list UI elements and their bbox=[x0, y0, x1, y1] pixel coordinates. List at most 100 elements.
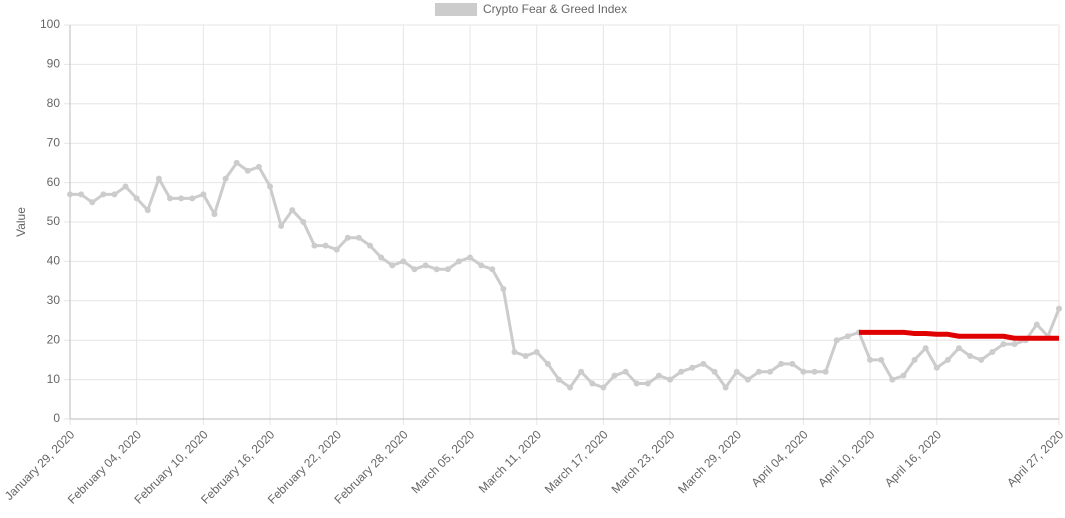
x-tick-label: March 05, 2020 bbox=[409, 427, 478, 496]
data-point bbox=[400, 258, 407, 265]
data-point bbox=[544, 360, 551, 367]
data-point bbox=[333, 246, 340, 253]
data-point bbox=[267, 183, 274, 190]
data-point bbox=[655, 372, 662, 379]
legend-label: Crypto Fear & Greed Index bbox=[483, 2, 627, 16]
data-point bbox=[767, 368, 774, 375]
data-point bbox=[633, 380, 640, 387]
data-point bbox=[967, 352, 974, 359]
data-point bbox=[478, 262, 485, 269]
x-tick-label: March 11, 2020 bbox=[476, 427, 544, 495]
data-point bbox=[322, 242, 329, 249]
data-point bbox=[867, 356, 874, 363]
data-point bbox=[1011, 341, 1018, 348]
data-point bbox=[833, 337, 840, 344]
data-point bbox=[100, 191, 107, 198]
data-point bbox=[922, 345, 929, 352]
data-point bbox=[533, 349, 540, 356]
data-point bbox=[555, 376, 562, 383]
y-tick-label: 30 bbox=[47, 293, 61, 307]
data-point bbox=[411, 266, 418, 273]
y-tick-label: 60 bbox=[47, 175, 61, 189]
data-point bbox=[389, 262, 396, 269]
data-point bbox=[178, 195, 185, 202]
y-tick-label: 10 bbox=[47, 372, 61, 386]
data-point bbox=[978, 356, 985, 363]
data-point bbox=[755, 368, 762, 375]
data-point bbox=[778, 360, 785, 367]
y-tick-label: 20 bbox=[47, 332, 61, 346]
data-point bbox=[711, 368, 718, 375]
data-point bbox=[122, 183, 129, 190]
data-point bbox=[678, 368, 685, 375]
data-point bbox=[889, 376, 896, 383]
data-point bbox=[744, 376, 751, 383]
data-point bbox=[989, 349, 996, 356]
x-tick-label: April 04, 2020 bbox=[749, 427, 811, 489]
data-point bbox=[844, 333, 851, 340]
y-tick-label: 40 bbox=[47, 254, 61, 268]
data-point bbox=[167, 195, 174, 202]
x-tick-label: March 17, 2020 bbox=[542, 427, 611, 496]
data-point bbox=[444, 266, 451, 273]
x-tick-label: February 28, 2020 bbox=[331, 427, 410, 506]
data-point bbox=[89, 199, 96, 206]
data-point bbox=[155, 175, 162, 182]
data-point bbox=[67, 191, 73, 198]
data-point bbox=[878, 356, 885, 363]
data-point bbox=[311, 242, 318, 249]
data-point bbox=[700, 360, 707, 367]
data-point bbox=[722, 384, 729, 391]
data-point bbox=[278, 222, 285, 229]
data-point bbox=[133, 195, 140, 202]
x-tick-label: March 29, 2020 bbox=[675, 427, 744, 496]
data-point bbox=[433, 266, 440, 273]
y-tick-label: 0 bbox=[53, 411, 60, 425]
x-tick-label: January 29, 2020 bbox=[2, 427, 78, 503]
x-tick-label: April 10, 2020 bbox=[815, 427, 877, 489]
x-tick-label: April 16, 2020 bbox=[882, 427, 944, 489]
y-axis-title: Value bbox=[14, 207, 28, 237]
data-point bbox=[800, 368, 807, 375]
data-point bbox=[578, 368, 585, 375]
data-point bbox=[378, 254, 385, 261]
data-point bbox=[1056, 305, 1062, 312]
data-point bbox=[233, 159, 240, 166]
data-point bbox=[211, 211, 218, 218]
data-point bbox=[822, 368, 829, 375]
data-point bbox=[189, 195, 196, 202]
data-point bbox=[500, 285, 507, 292]
x-tick-label: March 23, 2020 bbox=[609, 427, 678, 496]
data-point bbox=[111, 191, 118, 198]
data-point bbox=[144, 207, 151, 214]
data-point bbox=[511, 349, 518, 356]
data-point bbox=[733, 368, 740, 375]
data-point bbox=[589, 380, 596, 387]
y-tick-label: 50 bbox=[47, 214, 61, 228]
data-point bbox=[1000, 341, 1007, 348]
data-point bbox=[455, 258, 462, 265]
data-point bbox=[255, 163, 262, 170]
data-point bbox=[367, 242, 374, 249]
data-point bbox=[944, 356, 951, 363]
data-point bbox=[911, 356, 918, 363]
y-tick-label: 80 bbox=[47, 96, 61, 110]
data-point bbox=[933, 364, 940, 371]
data-point bbox=[567, 384, 574, 391]
data-point bbox=[955, 345, 962, 352]
data-point bbox=[622, 368, 629, 375]
data-point bbox=[467, 254, 474, 261]
data-point bbox=[300, 219, 307, 225]
data-point bbox=[289, 207, 296, 214]
x-tick-label: April 27, 2020 bbox=[1004, 427, 1065, 489]
data-point bbox=[78, 191, 85, 198]
data-point bbox=[355, 234, 362, 241]
y-tick-label: 90 bbox=[47, 57, 61, 71]
y-tick-label: 100 bbox=[40, 17, 60, 31]
data-point bbox=[600, 384, 607, 391]
data-point bbox=[422, 262, 429, 269]
data-point bbox=[489, 266, 496, 273]
data-point bbox=[667, 376, 674, 383]
data-point bbox=[522, 352, 529, 359]
